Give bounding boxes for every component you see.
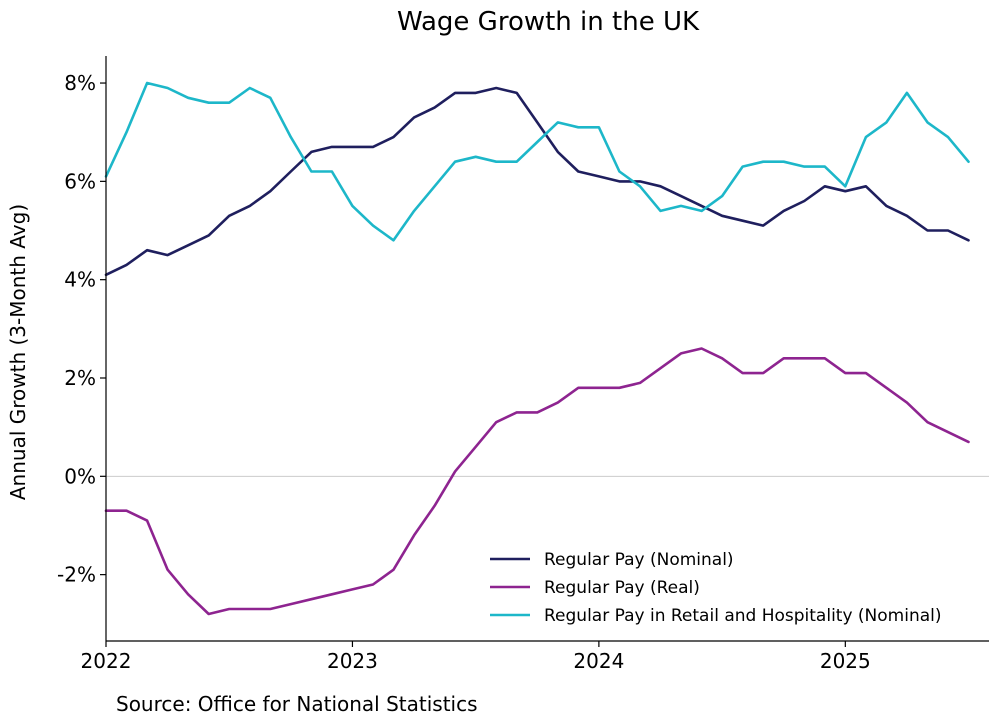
x-tick-label: 2022 — [81, 649, 132, 673]
y-tick-label: 6% — [64, 169, 96, 193]
series-layer — [104, 81, 970, 616]
x-tick-label: 2025 — [820, 649, 871, 673]
series-line-1 — [104, 86, 970, 277]
y-tick-label: 2% — [64, 366, 96, 390]
y-axis-label: Annual Growth (3-Month Avg) — [6, 204, 30, 500]
x-tick-label: 2023 — [327, 649, 378, 673]
y-tick-label: -2% — [57, 563, 96, 587]
y-tick-label: 8% — [64, 71, 96, 95]
y-tick-label: 4% — [64, 268, 96, 292]
legend-label-1: Regular Pay (Nominal) — [544, 550, 734, 570]
source-note: Source: Office for National Statistics — [116, 692, 478, 716]
series-line-3 — [104, 81, 970, 242]
chart-title: Wage Growth in the UK — [397, 7, 700, 37]
legend-label-2: Regular Pay (Real) — [544, 578, 700, 598]
series-line-2 — [104, 347, 970, 616]
x-tick-label: 2024 — [573, 649, 624, 673]
legend-label-3: Regular Pay in Retail and Hospitality (N… — [544, 606, 942, 626]
legend: Regular Pay (Nominal) Regular Pay (Real) R… — [490, 550, 942, 626]
axes-layer: -2% 0% 2% 4% 6% 8% 2022 2023 2024 2025 — [57, 56, 989, 673]
y-tick-label: 0% — [64, 464, 96, 488]
